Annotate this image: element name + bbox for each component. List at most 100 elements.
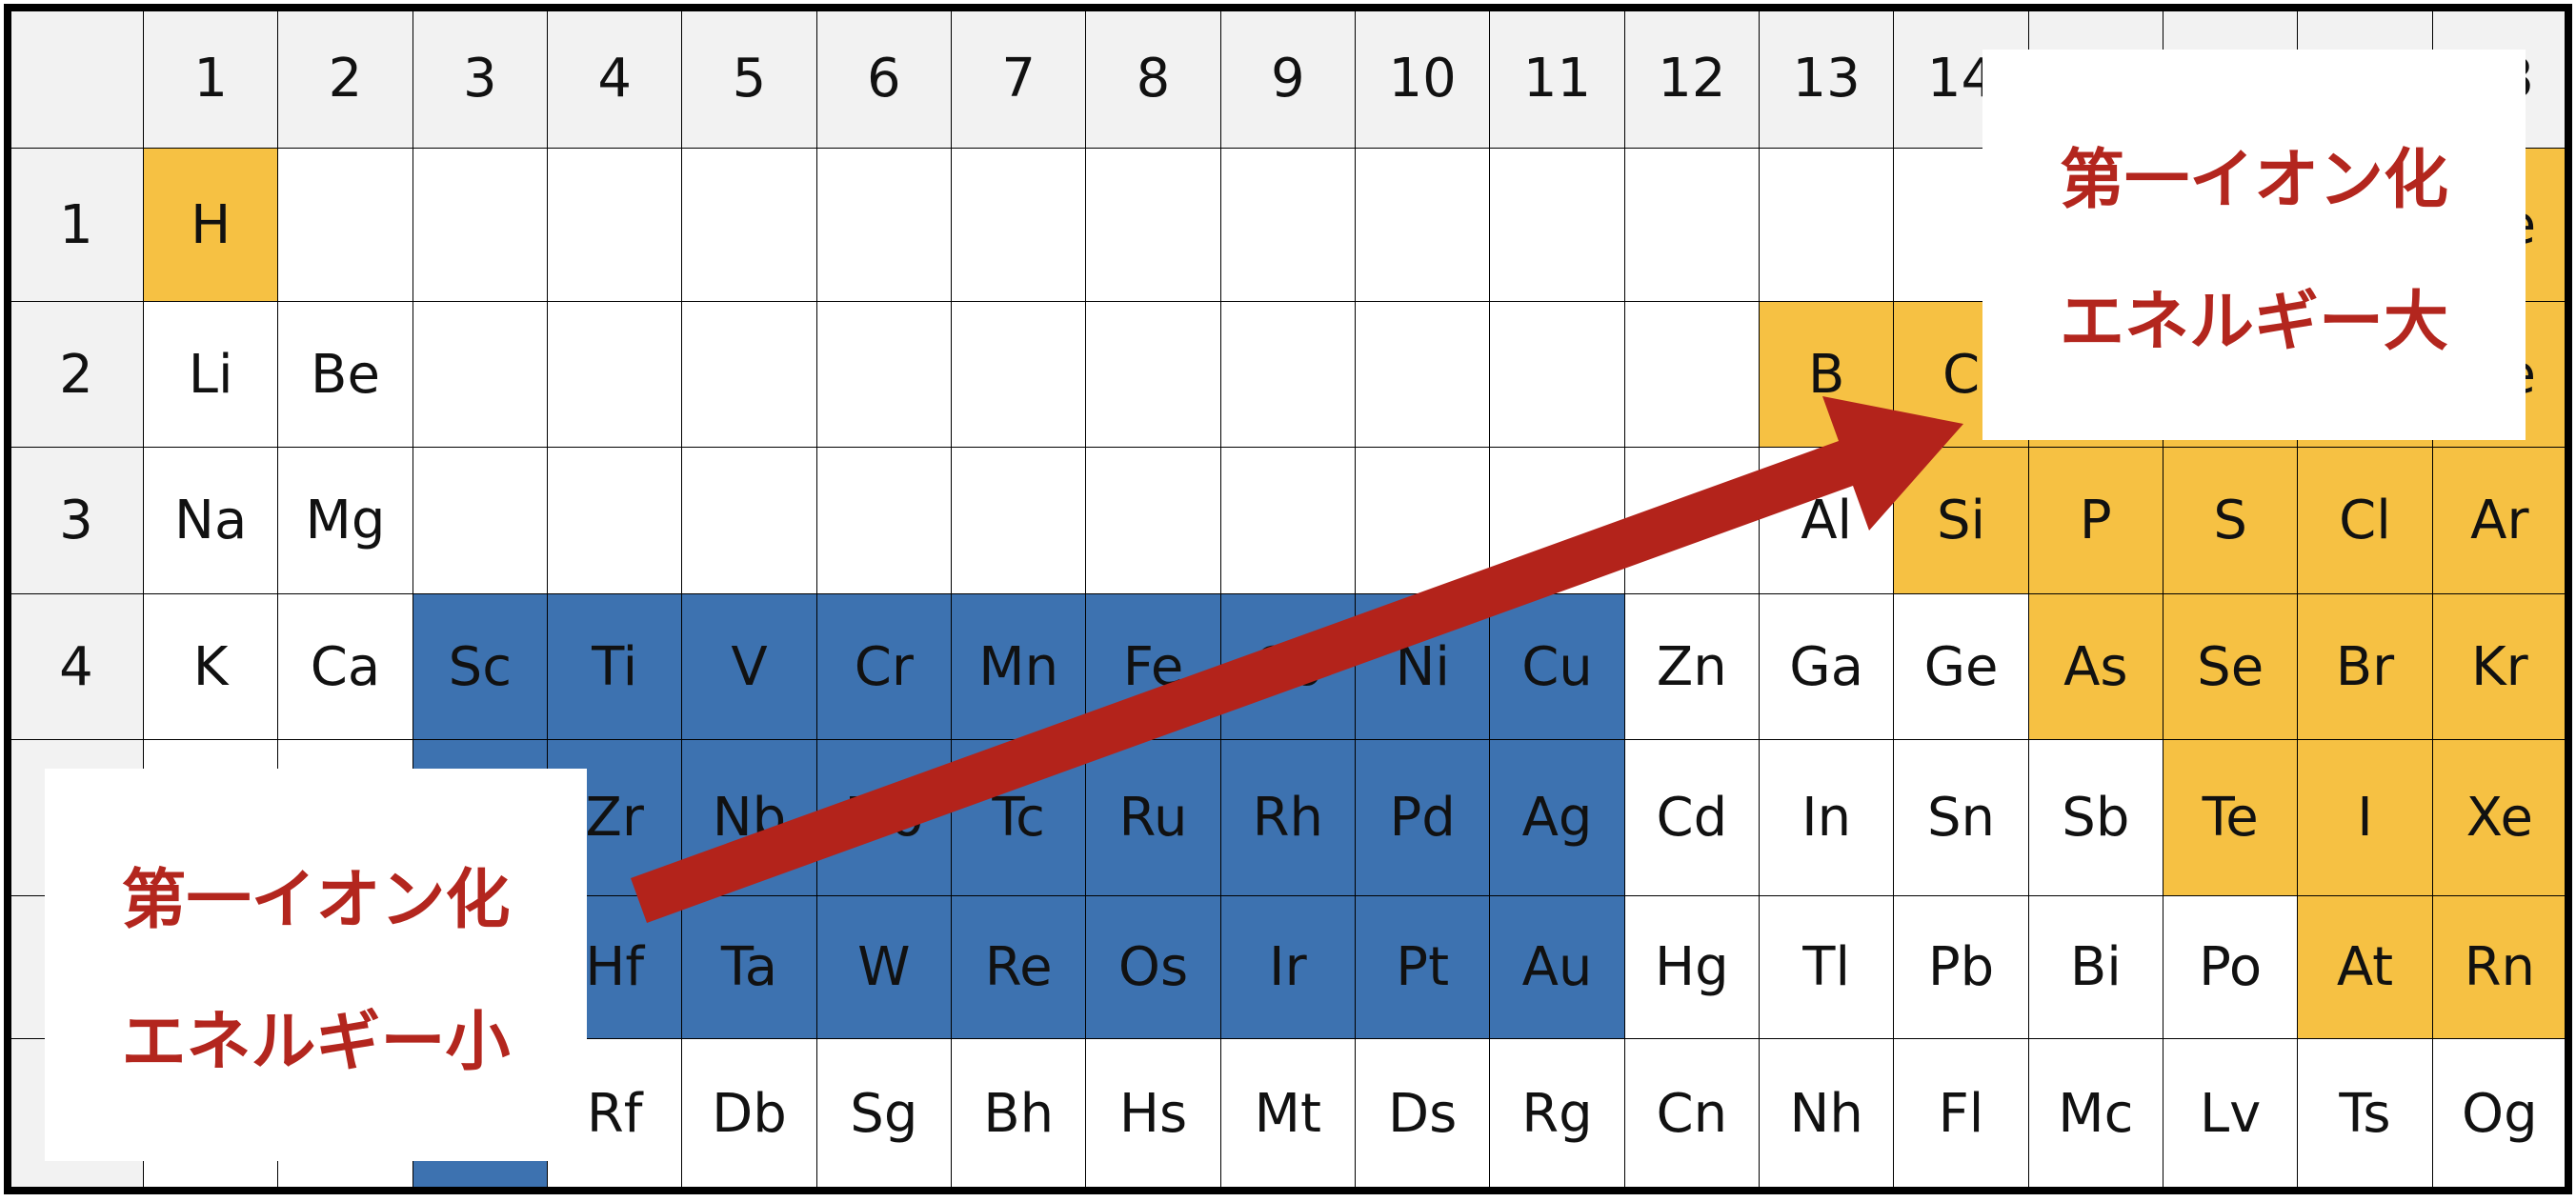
element-cell (1219, 148, 1356, 302)
callout-text: エネルギー大 (2059, 285, 2448, 360)
element-cell: Ru (1085, 739, 1221, 896)
callout-low: 第一イオン化 エネルギー小 (45, 769, 587, 1161)
element-cell: Og (2431, 1038, 2567, 1189)
element-cell (412, 301, 548, 448)
element-cell: Mn (951, 593, 1087, 740)
element-cell: Fl (1893, 1038, 2029, 1189)
element-cell: Ca (277, 593, 413, 740)
row-header: 4 (9, 593, 144, 740)
element-cell: As (2027, 593, 2163, 740)
element-cell (951, 148, 1087, 302)
element-cell: W (815, 895, 952, 1039)
element-cell (547, 148, 683, 302)
column-header: 8 (1085, 9, 1221, 149)
element-cell: Bh (951, 1038, 1087, 1189)
element-cell: V (681, 593, 817, 740)
element-cell (1219, 301, 1356, 448)
element-cell: Kr (2431, 593, 2567, 740)
element-cell (1085, 301, 1221, 448)
element-cell (277, 148, 413, 302)
callout-text: エネルギー小 (121, 1005, 511, 1080)
element-cell (1355, 447, 1491, 594)
element-cell: Se (2163, 593, 2299, 740)
element-cell: Pb (1893, 895, 2029, 1039)
element-cell: Hg (1623, 895, 1760, 1039)
column-header: 2 (277, 9, 413, 149)
element-cell: Cn (1623, 1038, 1760, 1189)
element-cell: Po (2163, 895, 2299, 1039)
trend-arrow (631, 396, 1963, 923)
element-cell: Ti (547, 593, 683, 740)
element-cell: Na (143, 447, 279, 594)
element-cell: Nh (1759, 1038, 1895, 1189)
element-cell: Ga (1759, 593, 1895, 740)
column-header: 11 (1489, 9, 1625, 149)
callout-text: 第一イオン化 (121, 863, 511, 938)
element-cell: Ts (2297, 1038, 2433, 1189)
element-cell: Lv (2163, 1038, 2299, 1189)
element-cell: In (1759, 739, 1895, 896)
element-cell: Rg (1489, 1038, 1625, 1189)
element-cell: Ds (1355, 1038, 1491, 1189)
element-cell: At (2297, 895, 2433, 1039)
element-cell (547, 301, 683, 448)
element-cell: Rn (2431, 895, 2567, 1039)
element-cell: Pt (1355, 895, 1491, 1039)
element-cell: Xe (2431, 739, 2567, 896)
element-cell: Ir (1219, 895, 1356, 1039)
element-cell (1355, 301, 1491, 448)
element-cell (681, 447, 817, 594)
element-cell (815, 447, 952, 594)
callout-high: 第一イオン化 エネルギー大 (1982, 50, 2526, 440)
column-header: 13 (1759, 9, 1895, 149)
element-cell: Sn (1893, 739, 2029, 896)
element-cell (1085, 148, 1221, 302)
element-cell: Pd (1355, 739, 1491, 896)
element-cell: Bi (2027, 895, 2163, 1039)
element-cell (1085, 447, 1221, 594)
element-cell: Ar (2431, 447, 2567, 594)
element-cell: Cr (815, 593, 952, 740)
element-cell: Tl (1759, 895, 1895, 1039)
element-cell (951, 301, 1087, 448)
element-cell (815, 301, 952, 448)
element-cell (412, 148, 548, 302)
column-header: 9 (1219, 9, 1356, 149)
corner-cell (9, 9, 144, 149)
column-header: 5 (681, 9, 817, 149)
row-header: 2 (9, 301, 144, 448)
element-cell: I (2297, 739, 2433, 896)
element-cell: Cd (1623, 739, 1760, 896)
element-cell: Au (1489, 895, 1625, 1039)
element-cell: Db (681, 1038, 817, 1189)
column-header: 4 (547, 9, 683, 149)
element-cell (1623, 148, 1760, 302)
element-cell: Be (277, 301, 413, 448)
element-cell: Mt (1219, 1038, 1356, 1189)
element-cell (412, 447, 548, 594)
element-cell: Cl (2297, 447, 2433, 594)
element-cell: Mc (2027, 1038, 2163, 1189)
element-cell: Te (2163, 739, 2299, 896)
element-cell: Os (1085, 895, 1221, 1039)
element-cell: Sc (412, 593, 548, 740)
element-cell: Ag (1489, 739, 1625, 896)
element-cell: Sb (2027, 739, 2163, 896)
element-cell (1759, 148, 1895, 302)
column-header: 7 (951, 9, 1087, 149)
element-cell (1623, 301, 1760, 448)
element-cell: S (2163, 447, 2299, 594)
element-cell: Li (143, 301, 279, 448)
element-cell (1219, 447, 1356, 594)
column-header: 1 (143, 9, 279, 149)
element-cell: Zn (1623, 593, 1760, 740)
element-cell: Cu (1489, 593, 1625, 740)
column-header: 12 (1623, 9, 1760, 149)
column-header: 10 (1355, 9, 1491, 149)
callout-text: 第一イオン化 (2059, 143, 2448, 218)
element-cell (547, 447, 683, 594)
element-cell (1489, 148, 1625, 302)
element-cell (1489, 301, 1625, 448)
